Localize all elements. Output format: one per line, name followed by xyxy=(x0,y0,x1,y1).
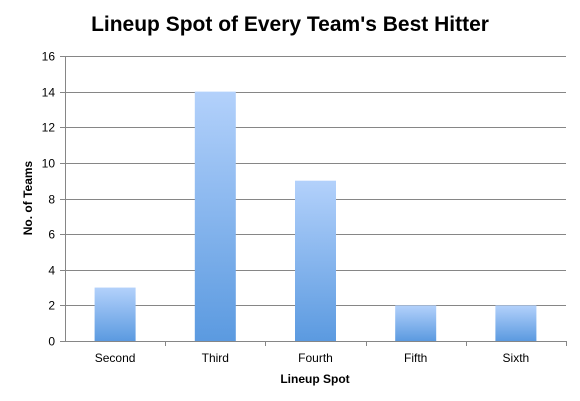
bar-sixth xyxy=(495,305,537,341)
bar-fifth xyxy=(395,305,437,341)
y-tick-label: 10 xyxy=(42,157,56,171)
y-tick-label: 4 xyxy=(48,264,55,278)
x-axis-title: Lineup Spot xyxy=(280,372,349,386)
y-tick-label: 0 xyxy=(48,335,55,349)
bar-third xyxy=(194,91,236,341)
x-tick-label-fourth: Fourth xyxy=(298,351,333,365)
x-tick-label-second: Second xyxy=(95,351,136,365)
y-tick-label: 12 xyxy=(42,121,56,135)
y-tick-label: 8 xyxy=(48,193,55,207)
x-axis-ticks: Second Third Fourth Fifth Sixth xyxy=(95,341,567,365)
bars xyxy=(94,91,537,341)
chart-title: Lineup Spot of Every Team's Best Hitter xyxy=(91,13,489,36)
bar-fourth xyxy=(295,180,336,341)
x-tick-label-fifth: Fifth xyxy=(404,351,427,365)
y-tick-label: 2 xyxy=(48,299,55,313)
y-axis-title: No. of Teams xyxy=(21,160,35,235)
y-axis-ticks: 0 2 4 6 8 10 12 14 16 xyxy=(42,50,65,349)
x-tick-label-third: Third xyxy=(202,351,229,365)
y-tick-label: 16 xyxy=(42,50,56,64)
y-tick-label: 14 xyxy=(42,86,56,100)
x-tick-label-sixth: Sixth xyxy=(503,351,530,365)
y-tick-label: 6 xyxy=(48,228,55,242)
bar-second xyxy=(94,287,136,341)
